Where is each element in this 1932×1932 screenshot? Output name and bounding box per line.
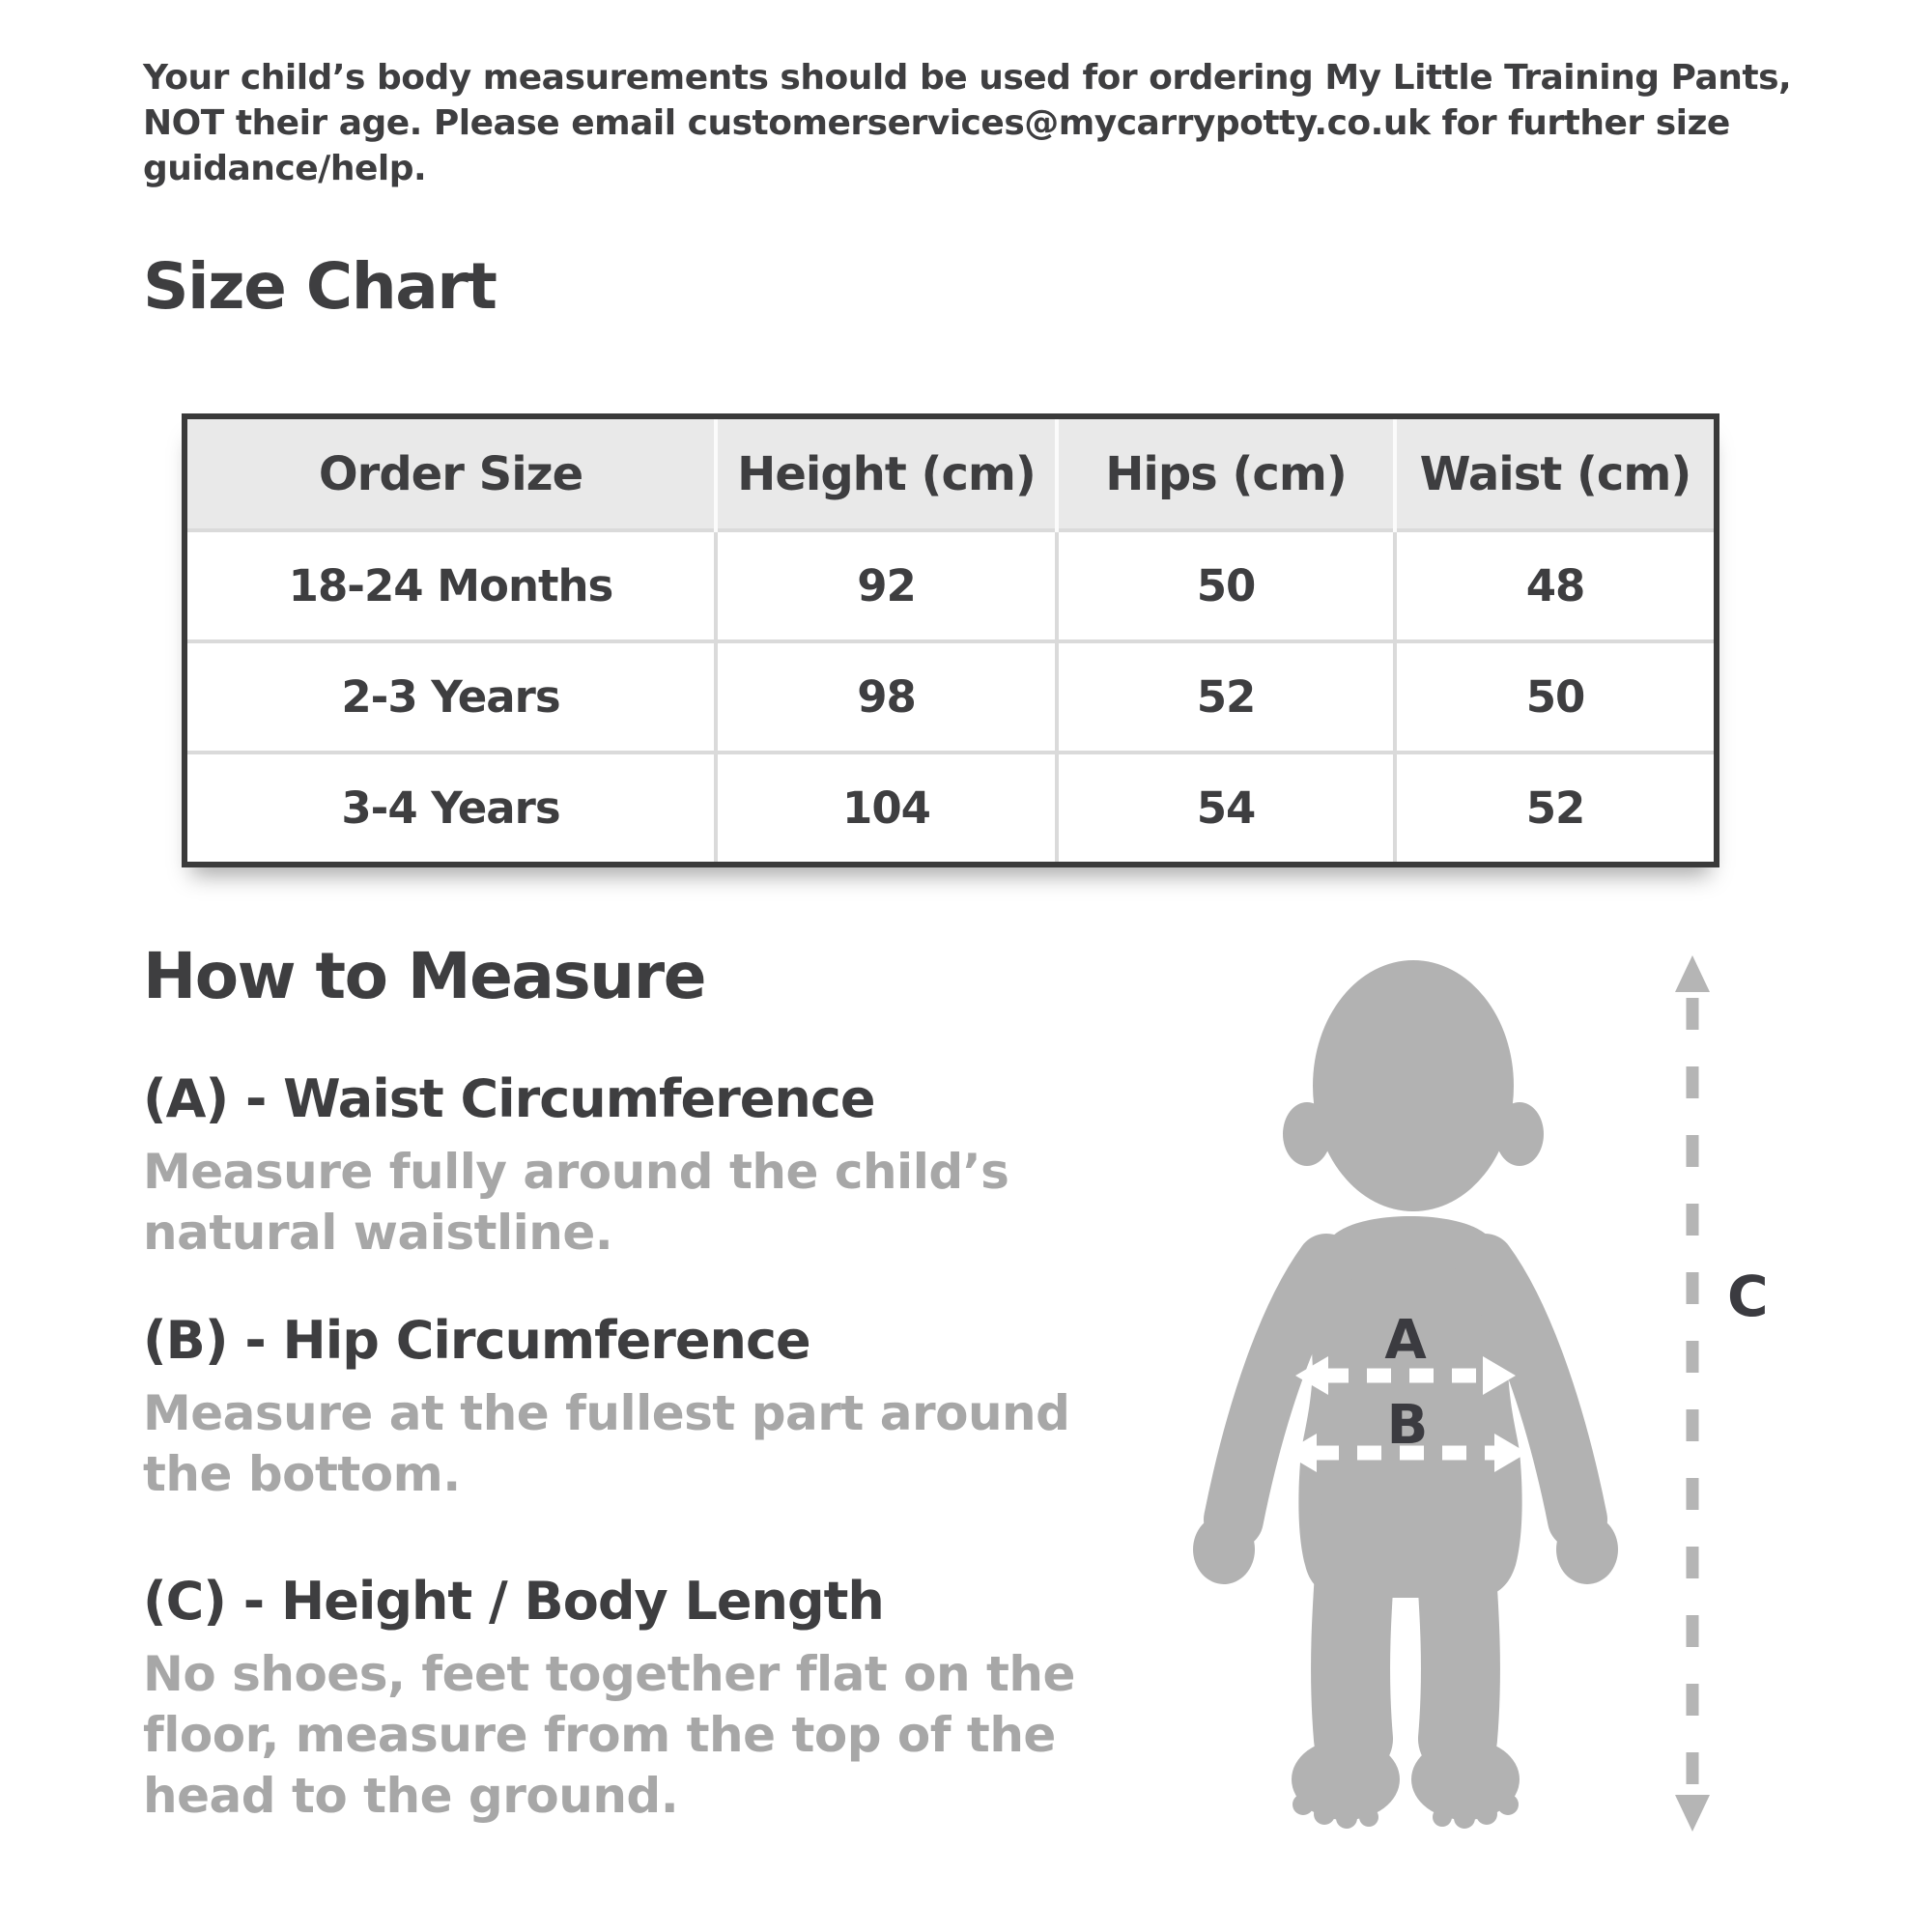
hip-arrow-icon bbox=[1284, 1434, 1527, 1472]
cell-height: 104 bbox=[714, 751, 1057, 865]
height-measure-line-icon bbox=[1675, 955, 1710, 1832]
cell-waist: 52 bbox=[1393, 751, 1717, 865]
hip-section-heading: (B) - Hip Circumference bbox=[143, 1310, 811, 1371]
cell-order-size: 2-3 Years bbox=[185, 639, 716, 753]
waist-section-heading: (A) - Waist Circumference bbox=[143, 1068, 875, 1129]
description-line: head to the ground. bbox=[143, 1768, 679, 1824]
height-section-description: No shoes, feet together flat on the floo… bbox=[143, 1644, 1075, 1827]
baby-silhouette-figure: A B bbox=[1193, 960, 1618, 1829]
description-line: natural waistline. bbox=[143, 1205, 613, 1261]
cell-order-size: 3-4 Years bbox=[185, 751, 716, 865]
size-chart-table-container: Order Size Height (cm) Hips (cm) Waist (… bbox=[182, 413, 1719, 867]
cell-height: 98 bbox=[714, 639, 1057, 753]
table-row: 18-24 Months 92 50 48 bbox=[185, 528, 1717, 641]
table-row: 3-4 Years 104 54 52 bbox=[185, 751, 1717, 865]
column-header-hips: Hips (cm) bbox=[1055, 416, 1395, 530]
cell-waist: 48 bbox=[1393, 528, 1717, 641]
column-header-waist: Waist (cm) bbox=[1393, 416, 1717, 530]
intro-text: Your child’s body measurements should be… bbox=[143, 55, 1792, 191]
table-header-row: Order Size Height (cm) Hips (cm) Waist (… bbox=[185, 416, 1717, 530]
height-section-heading: (C) - Height / Body Length bbox=[143, 1571, 885, 1632]
description-line: the bottom. bbox=[143, 1446, 461, 1502]
description-line: Measure at the fullest part around bbox=[143, 1385, 1070, 1441]
height-measure-label: C bbox=[1727, 1264, 1769, 1329]
cell-hips: 50 bbox=[1055, 528, 1395, 641]
how-to-measure-title: How to Measure bbox=[143, 939, 706, 1013]
hip-section-description: Measure at the fullest part around the b… bbox=[143, 1383, 1070, 1505]
cell-height: 92 bbox=[714, 528, 1057, 641]
size-chart-title: Size Chart bbox=[143, 249, 497, 324]
table-row: 2-3 Years 98 52 50 bbox=[185, 639, 1717, 753]
waist-measure-label: A bbox=[1384, 1309, 1427, 1372]
cell-hips: 54 bbox=[1055, 751, 1395, 865]
description-line: Measure fully around the child’s bbox=[143, 1144, 1009, 1200]
intro-line: NOT their age. Please email customerserv… bbox=[143, 103, 1730, 143]
column-header-order-size: Order Size bbox=[185, 416, 716, 530]
column-header-height: Height (cm) bbox=[714, 416, 1057, 530]
cell-hips: 52 bbox=[1055, 639, 1395, 753]
cell-order-size: 18-24 Months bbox=[185, 528, 716, 641]
size-chart-table: Order Size Height (cm) Hips (cm) Waist (… bbox=[182, 413, 1719, 867]
intro-line: guidance/help. bbox=[143, 149, 427, 188]
intro-line: Your child’s body measurements should be… bbox=[143, 58, 1792, 98]
description-line: floor, measure from the top of the bbox=[143, 1707, 1056, 1763]
cell-waist: 50 bbox=[1393, 639, 1717, 753]
waist-section-description: Measure fully around the child’s natural… bbox=[143, 1142, 1009, 1264]
baby-body-shape bbox=[1193, 960, 1618, 1829]
description-line: No shoes, feet together flat on the bbox=[143, 1646, 1075, 1702]
waist-arrow-icon bbox=[1295, 1356, 1516, 1395]
